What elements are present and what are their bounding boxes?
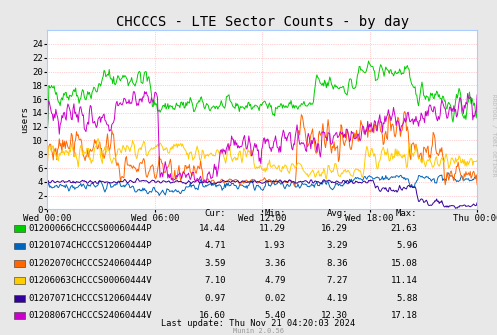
Text: 01206063CHCCCS00060444V: 01206063CHCCCS00060444V — [28, 276, 152, 285]
Text: 01201074CHCCCS12060444P: 01201074CHCCCS12060444P — [28, 242, 152, 250]
Text: Munin 2.0.56: Munin 2.0.56 — [233, 328, 284, 334]
Text: Cur:: Cur: — [205, 209, 226, 218]
Y-axis label: users: users — [20, 106, 29, 133]
Text: 4.71: 4.71 — [205, 242, 226, 250]
Text: 5.40: 5.40 — [264, 311, 286, 320]
Text: 4.79: 4.79 — [264, 276, 286, 285]
Text: 01202070CHCCCS24060444P: 01202070CHCCCS24060444P — [28, 259, 152, 268]
Text: 16.29: 16.29 — [321, 224, 348, 233]
Text: 12.30: 12.30 — [321, 311, 348, 320]
Text: Last update: Thu Nov 21 04:20:03 2024: Last update: Thu Nov 21 04:20:03 2024 — [162, 319, 355, 328]
Text: Avg:: Avg: — [327, 209, 348, 218]
Text: 5.88: 5.88 — [396, 294, 417, 303]
Text: 15.08: 15.08 — [391, 259, 417, 268]
Text: 01208067CHCCCS24060444V: 01208067CHCCCS24060444V — [28, 311, 152, 320]
Text: RRDTOOL / TOBI OETIKER: RRDTOOL / TOBI OETIKER — [491, 94, 496, 176]
Text: 7.10: 7.10 — [205, 276, 226, 285]
Text: Min:: Min: — [264, 209, 286, 218]
Text: 11.14: 11.14 — [391, 276, 417, 285]
Text: 3.29: 3.29 — [327, 242, 348, 250]
Text: 8.36: 8.36 — [327, 259, 348, 268]
Text: 21.63: 21.63 — [391, 224, 417, 233]
Text: 7.27: 7.27 — [327, 276, 348, 285]
Text: 11.29: 11.29 — [259, 224, 286, 233]
Text: 14.44: 14.44 — [199, 224, 226, 233]
Text: Max:: Max: — [396, 209, 417, 218]
Title: CHCCCS - LTE Sector Counts - by day: CHCCCS - LTE Sector Counts - by day — [116, 15, 409, 29]
Text: 3.59: 3.59 — [205, 259, 226, 268]
Text: 01200066CHCCCS00060444P: 01200066CHCCCS00060444P — [28, 224, 152, 233]
Text: 16.60: 16.60 — [199, 311, 226, 320]
Text: 01207071CHCCCS12060444V: 01207071CHCCCS12060444V — [28, 294, 152, 303]
Text: 0.97: 0.97 — [205, 294, 226, 303]
Text: 4.19: 4.19 — [327, 294, 348, 303]
Text: 0.02: 0.02 — [264, 294, 286, 303]
Text: 1.93: 1.93 — [264, 242, 286, 250]
Text: 3.36: 3.36 — [264, 259, 286, 268]
Text: 17.18: 17.18 — [391, 311, 417, 320]
Text: 5.96: 5.96 — [396, 242, 417, 250]
